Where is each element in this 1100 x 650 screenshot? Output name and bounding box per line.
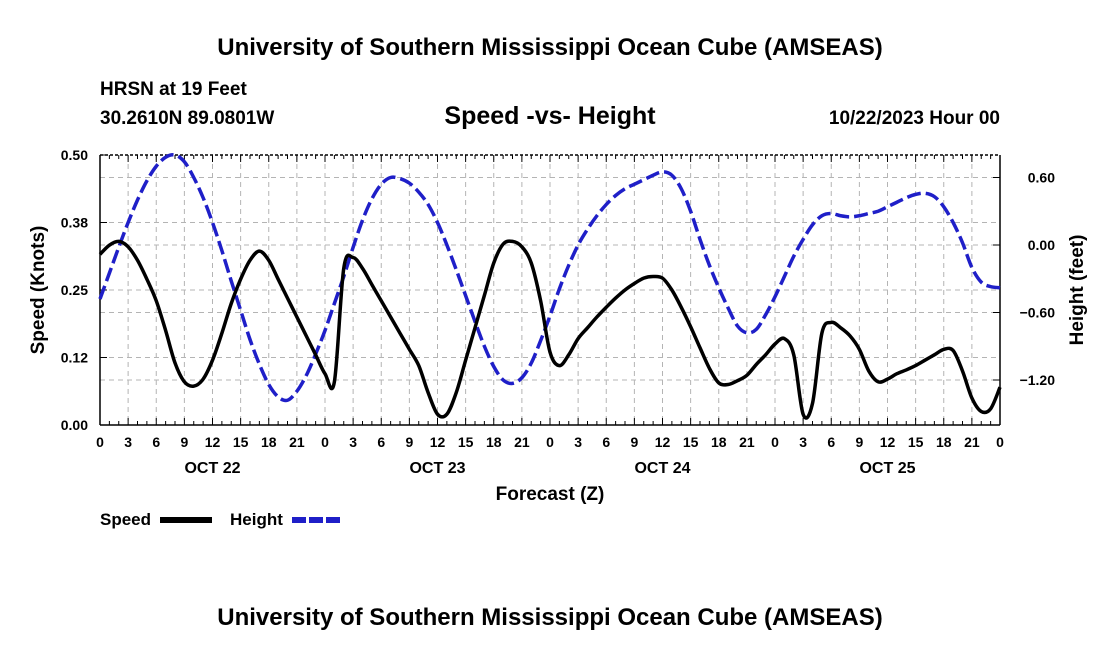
x-tick-label: 21: [739, 434, 755, 450]
x-tick-label: 15: [233, 434, 249, 450]
x-tick-label: 18: [486, 434, 502, 450]
y-axis-label: Speed (Knots): [28, 226, 49, 355]
x-tick-label: 15: [458, 434, 474, 450]
chart-subtitle: Speed -vs- Height: [444, 102, 656, 130]
x-tick-label: 15: [908, 434, 924, 450]
x-tick-label: 21: [964, 434, 980, 450]
x-axis-label: Forecast (Z): [496, 484, 605, 505]
x-tick-label: 9: [405, 434, 413, 450]
x-tick-label: 18: [261, 434, 277, 450]
x-day-label: OCT 24: [634, 460, 690, 477]
y2-tick-label: 0.00: [1028, 237, 1055, 253]
y-tick-label: 0.00: [61, 417, 88, 433]
x-tick-label: 9: [180, 434, 188, 450]
x-tick-label: 3: [574, 434, 582, 450]
x-tick-label: 9: [630, 434, 638, 450]
y-tick-label: 0.25: [61, 282, 88, 298]
grid-lines: [100, 155, 1000, 425]
x-tick-label: 6: [152, 434, 160, 450]
y-tick-label: 0.50: [61, 147, 88, 163]
x-tick-label: 21: [514, 434, 530, 450]
x-tick-label: 18: [711, 434, 727, 450]
main-title: University of Southern Mississippi Ocean…: [217, 34, 882, 61]
legend: Speed Height: [100, 510, 342, 529]
y2-tick-label: 0.60: [1028, 170, 1055, 186]
x-tick-label: 0: [996, 434, 1004, 450]
x-tick-label: 0: [96, 434, 104, 450]
legend-speed-label: Speed: [100, 510, 151, 529]
y-tick-label: 0.12: [61, 350, 88, 366]
x-tick-label: 12: [880, 434, 896, 450]
x-tick-label: 6: [377, 434, 385, 450]
x-tick-label: 18: [936, 434, 952, 450]
station-label: HRSN at 19 Feet: [100, 79, 247, 100]
plot-area: [98, 153, 1002, 420]
x-day-label: OCT 22: [184, 460, 240, 477]
legend-height-label: Height: [230, 510, 283, 529]
x-tick-label: 0: [546, 434, 554, 450]
series-line-height: [98, 153, 1001, 403]
y2-axis-label: Height (feet): [1067, 235, 1088, 346]
x-day-label: OCT 25: [859, 460, 915, 477]
tick-marks: [99, 154, 1001, 426]
footer-title: University of Southern Mississippi Ocean…: [217, 604, 882, 631]
x-tick-label: 6: [827, 434, 835, 450]
station-coords: 30.2610N 89.0801W: [100, 108, 274, 129]
x-tick-label: 12: [430, 434, 446, 450]
x-tick-label: 3: [349, 434, 357, 450]
x-tick-label: 3: [799, 434, 807, 450]
x-tick-label: 12: [655, 434, 671, 450]
y2-tick-label: −0.60: [1020, 305, 1056, 321]
x-tick-label: 6: [602, 434, 610, 450]
x-tick-label: 15: [683, 434, 699, 450]
series-line-speed: [98, 239, 1002, 420]
x-tick-label: 0: [321, 434, 329, 450]
y-tick-label: 0.38: [61, 215, 88, 231]
y2-tick-label: −1.20: [1020, 372, 1056, 388]
x-tick-label: 21: [289, 434, 305, 450]
x-tick-label: 9: [855, 434, 863, 450]
x-tick-label: 12: [205, 434, 221, 450]
x-tick-label: 0: [771, 434, 779, 450]
x-day-label: OCT 23: [409, 460, 465, 477]
tick-labels: 0 3 6 9 12 15 18 21 0 3 6 9 12 15 18 21 0 3 6 9 12 15 18 21 0 3 6 9…: [61, 147, 1055, 477]
forecast-datetime: 10/22/2023 Hour 00: [829, 108, 1000, 129]
x-tick-label: 3: [124, 434, 132, 450]
